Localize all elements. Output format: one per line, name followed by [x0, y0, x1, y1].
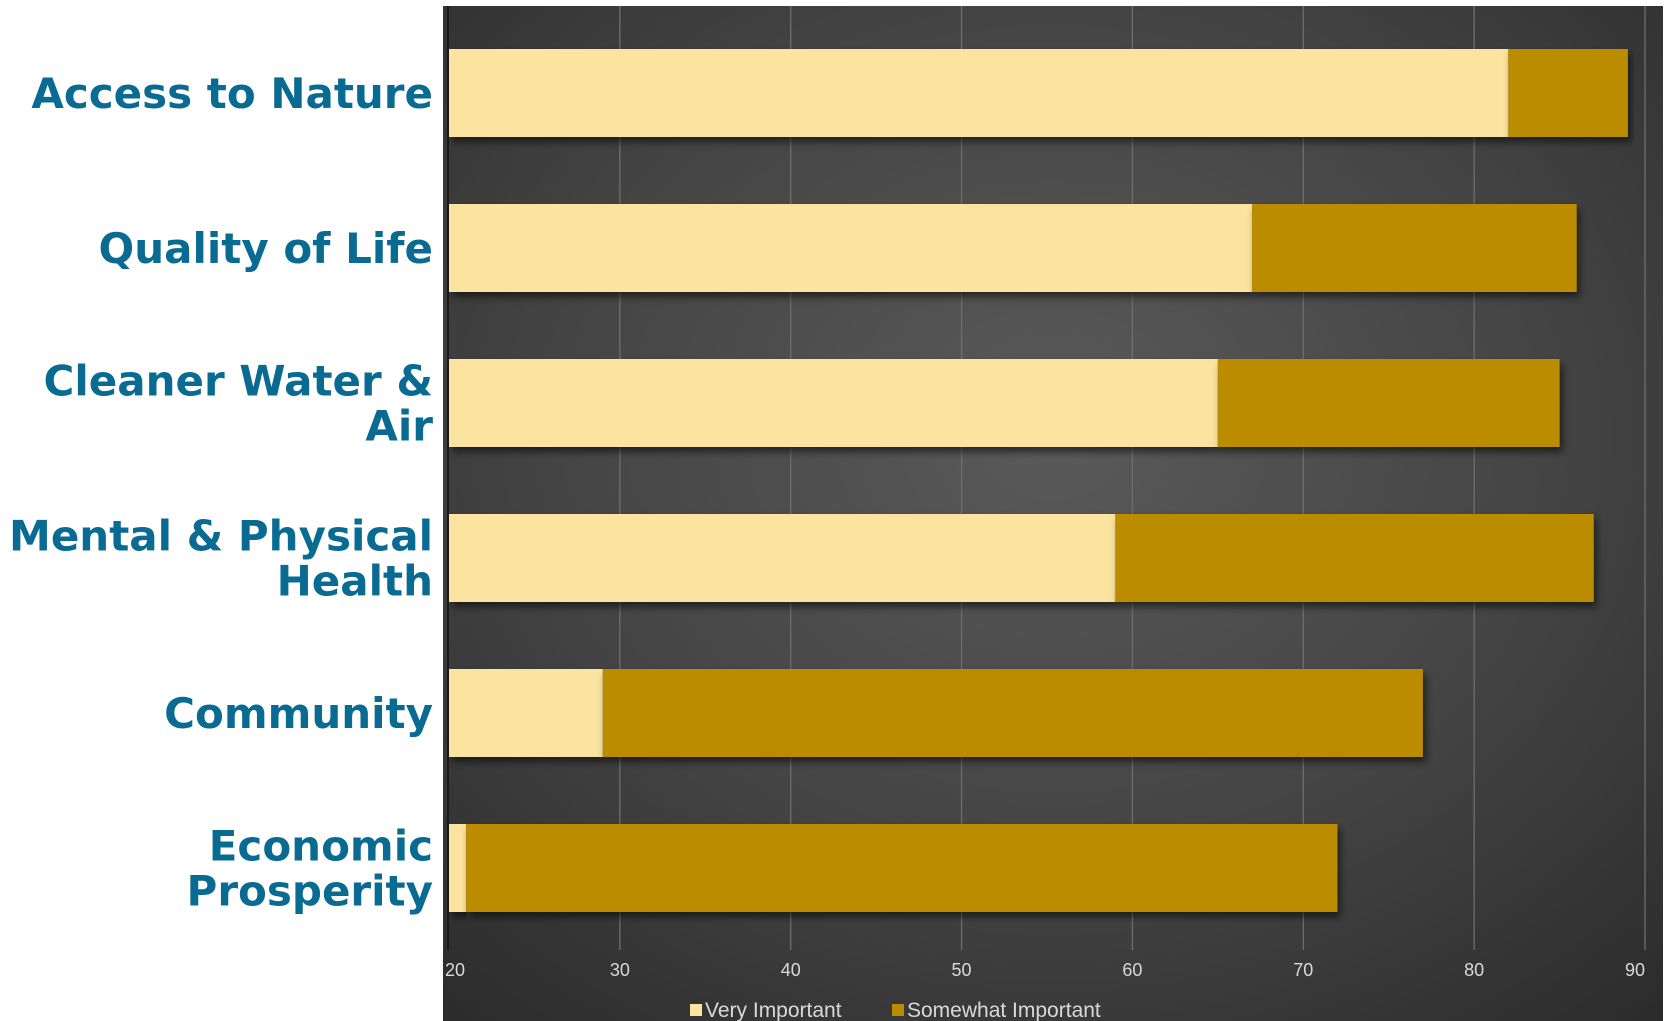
- bar-economic-prosperity-very-important: [449, 824, 467, 912]
- bar-mental-physical-health-very-important: [449, 514, 1116, 602]
- category-labels: Access to Nature Quality of Life Cleaner W…: [9, 69, 433, 916]
- category-label: Access to Nature: [31, 69, 433, 118]
- bars: [449, 49, 1628, 912]
- legend: Very Important Somewhat Important: [690, 999, 1101, 1021]
- gridlines: [619, 6, 1646, 950]
- x-tick-label: 80: [1464, 960, 1484, 980]
- x-tick-label: 20: [445, 960, 465, 980]
- bar-quality-of-life-very-important: [449, 204, 1253, 292]
- bar-access-to-nature-very-important: [449, 49, 1509, 137]
- bar-cleaner-water-air-somewhat-important: [1217, 359, 1560, 447]
- bar-quality-of-life-somewhat-important: [1252, 204, 1577, 292]
- category-label: Economic Prosperity: [187, 822, 433, 916]
- x-tick-label: 50: [952, 960, 972, 980]
- x-tick-label: 90: [1625, 960, 1645, 980]
- category-label: Cleaner Water & Air: [44, 357, 434, 451]
- legend-swatch-very-important: [690, 1004, 702, 1016]
- bar-community-somewhat-important: [602, 669, 1423, 757]
- bar-economic-prosperity-somewhat-important: [466, 824, 1338, 912]
- bar-cleaner-water-air-very-important: [449, 359, 1218, 447]
- legend-swatch-somewhat-important: [892, 1004, 904, 1016]
- x-tick-label: 40: [781, 960, 801, 980]
- legend-label: Somewhat Important: [907, 999, 1101, 1021]
- bar-mental-physical-health-somewhat-important: [1115, 514, 1594, 602]
- x-axis-ticks: 20 30 40 50 60 70 80 90: [445, 960, 1645, 980]
- legend-label: Very Important: [705, 999, 842, 1021]
- x-tick-label: 70: [1293, 960, 1313, 980]
- x-tick-label: 60: [1122, 960, 1142, 980]
- bar-access-to-nature-somewhat-important: [1508, 49, 1628, 137]
- category-label: Quality of Life: [99, 224, 433, 273]
- x-tick-label: 30: [610, 960, 630, 980]
- category-label: Community: [164, 689, 433, 738]
- category-label: Mental & Physical Health: [9, 512, 433, 606]
- bar-community-very-important: [449, 669, 603, 757]
